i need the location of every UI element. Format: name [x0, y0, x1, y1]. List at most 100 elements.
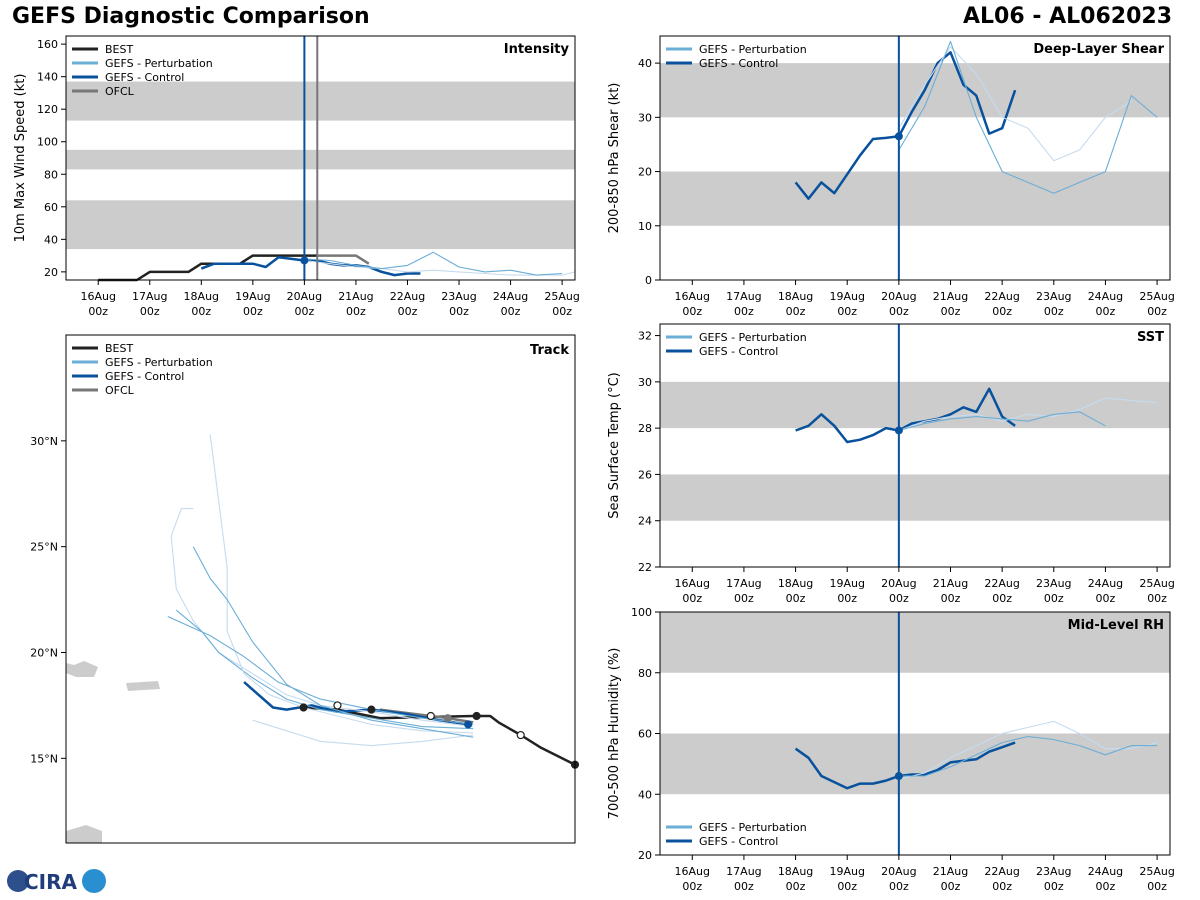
shear-xtick-label: 17Aug — [726, 290, 761, 303]
sst-series-gefs-perturbation — [898, 411, 1106, 432]
rh-ytick-label: 60 — [638, 728, 652, 741]
sst-xtick-label: 20Aug — [881, 577, 916, 590]
shear-panel-title: Deep-Layer Shear — [1033, 42, 1164, 57]
intensity-ytick-label: 40 — [44, 233, 58, 246]
rh-xtick-label: 24Aug — [1088, 865, 1123, 878]
island-shape — [66, 661, 98, 677]
sst-band-1 — [660, 381, 1170, 429]
legend-label: GEFS - Perturbation — [105, 57, 213, 70]
intensity-init-marker — [300, 256, 309, 265]
sst-xtick-label: 18Aug — [778, 577, 813, 590]
sst-ytick-label: 26 — [638, 468, 652, 481]
rh-xtick-label: 21Aug — [933, 865, 968, 878]
legend-label: BEST — [105, 342, 133, 355]
storm-id-title: AL06 - AL062023 — [963, 4, 1172, 29]
track-series-gefs-control — [243, 681, 469, 726]
intensity-ytick-label: 100 — [37, 136, 58, 149]
legend-label: GEFS - Control — [105, 71, 184, 84]
sst-ytick-label: 32 — [638, 330, 652, 343]
rh-band-1 — [660, 612, 1170, 673]
intensity-ylabel: 10m Max Wind Speed (kt) — [13, 74, 28, 243]
intensity-xtick-label: 00z — [501, 305, 521, 318]
sst-ytick-label: 24 — [638, 515, 652, 528]
sst-xtick-label: 00z — [1096, 592, 1116, 605]
intensity-series-best — [98, 254, 318, 282]
rh-band-0 — [660, 733, 1170, 795]
rh-series-gefs-perturbation — [898, 735, 1158, 777]
rh-init-marker — [894, 772, 903, 781]
track-series-gefs-perturbation — [252, 719, 474, 747]
logo-globe-icon — [7, 870, 29, 892]
sst-xtick-label: 19Aug — [829, 577, 864, 590]
rh-xtick-label: 19Aug — [829, 865, 864, 878]
shear-xtick-label: 00z — [734, 305, 754, 318]
sst-band-0 — [660, 474, 1170, 521]
shear-ytick-label: 40 — [638, 57, 652, 70]
logo-sun-icon — [82, 869, 106, 893]
track-best-marker — [299, 703, 308, 712]
track-frame — [65, 334, 576, 844]
track-ofcl-marker — [443, 714, 452, 723]
rh-xtick-label: 16Aug — [675, 865, 710, 878]
track-control-marker — [464, 720, 473, 729]
intensity-xtick-label: 00z — [191, 305, 211, 318]
track-ytick-label: 25°N — [30, 541, 58, 554]
shear-xtick-label: 18Aug — [778, 290, 813, 303]
intensity-xtick-label: 00z — [398, 305, 418, 318]
sst-xtick-label: 23Aug — [1036, 577, 1071, 590]
shear-ytick-label: 30 — [638, 111, 652, 124]
sst-xtick-label: 00z — [889, 592, 909, 605]
shear-series-gefs-control — [794, 51, 1017, 200]
shear-xtick-label: 24Aug — [1088, 290, 1123, 303]
rh-xtick-label: 23Aug — [1036, 865, 1071, 878]
intensity-xtick-label: 17Aug — [132, 290, 167, 303]
rh-xtick-label: 00z — [1044, 880, 1064, 893]
sst-xtick-label: 16Aug — [675, 577, 710, 590]
intensity-ytick-label: 160 — [37, 38, 58, 51]
sst-xtick-label: 00z — [837, 592, 857, 605]
sst-xtick-label: 00z — [734, 592, 754, 605]
track-ytick-label: 30°N — [30, 435, 58, 448]
page-title: GEFS Diagnostic Comparison — [12, 4, 370, 29]
shear-xtick-label: 00z — [837, 305, 857, 318]
sst-xtick-label: 25Aug — [1139, 577, 1174, 590]
intensity-series-gefs-control — [200, 255, 421, 277]
rh-ytick-label: 40 — [638, 788, 652, 801]
legend-label: GEFS - Control — [105, 370, 184, 383]
shear-init-marker — [894, 132, 903, 141]
rh-xtick-label: 22Aug — [984, 865, 1019, 878]
intensity-band-0 — [66, 200, 575, 250]
track-best-marker — [426, 711, 435, 721]
intensity-xtick-label: 00z — [88, 305, 108, 318]
legend-label: OFCL — [105, 384, 135, 397]
sst-panel-title: SST — [1137, 330, 1164, 345]
intensity-ytick-label: 60 — [44, 201, 58, 214]
intensity-xtick-label: 18Aug — [184, 290, 219, 303]
intensity-xtick-label: 19Aug — [235, 290, 270, 303]
rh-xtick-label: 00z — [682, 880, 702, 893]
shear-band-1 — [660, 63, 1170, 118]
rh-ytick-label: 80 — [638, 667, 652, 680]
shear-ytick-label: 20 — [638, 166, 652, 179]
intensity-band-1 — [66, 149, 575, 170]
shear-ytick-label: 0 — [645, 274, 652, 287]
track-series-gefs-perturbation — [167, 615, 474, 726]
shear-xtick-label: 21Aug — [933, 290, 968, 303]
sst-series-gefs-perturbation — [898, 397, 1158, 432]
legend-label: GEFS - Perturbation — [699, 331, 807, 344]
track-best-marker — [367, 705, 376, 714]
rh-xtick-label: 25Aug — [1139, 865, 1174, 878]
intensity-xtick-label: 00z — [243, 305, 263, 318]
sst-xtick-label: 00z — [1044, 592, 1064, 605]
rh-xtick-label: 00z — [837, 880, 857, 893]
intensity-ytick-label: 120 — [37, 103, 58, 116]
intensity-series-gefs-perturbation — [304, 251, 563, 276]
shear-frame — [659, 35, 1171, 281]
track-panel-title: Track — [530, 343, 569, 358]
intensity-xtick-label: 25Aug — [544, 290, 579, 303]
shear-ylabel: 200-850 hPa Shear (kt) — [607, 83, 622, 234]
track-series-gefs-perturbation — [175, 609, 474, 730]
intensity-xtick-label: 00z — [552, 305, 572, 318]
sst-ytick-label: 30 — [638, 376, 652, 389]
